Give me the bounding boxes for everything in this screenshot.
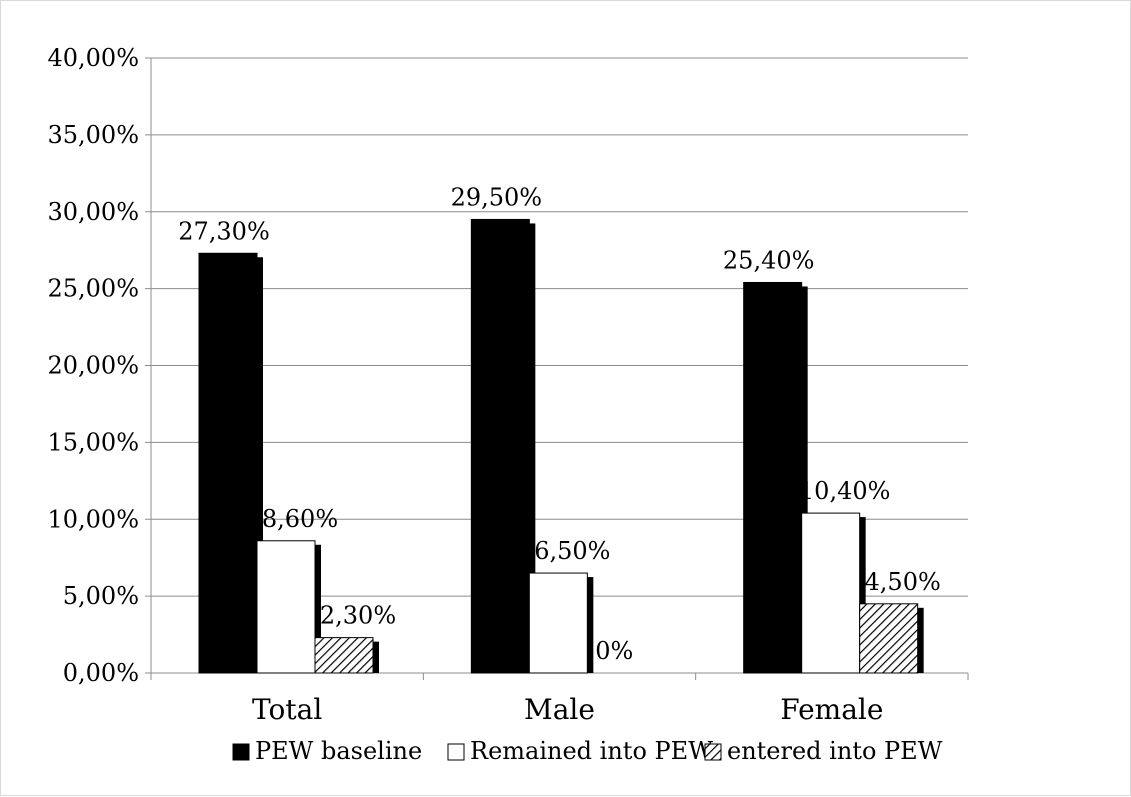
y-tick-label: 5,00% <box>63 582 139 610</box>
data-label: 10,40% <box>799 477 891 505</box>
bar-remained-into-pew-male <box>528 572 588 674</box>
bar-shadow <box>917 607 924 673</box>
y-tick-label: 40,00% <box>47 44 139 72</box>
bar-shadow <box>529 223 536 673</box>
legend: PEW baseline Remained into PEW entered int… <box>232 737 943 765</box>
data-label: 4,50% <box>865 568 941 596</box>
bar-shadow <box>315 544 321 673</box>
data-labels: 27,30% 8,60% 2,30% 29,50% 6,50% 0% 25,40% 10,40… <box>178 183 941 665</box>
y-tick-label: 30,00% <box>47 198 139 226</box>
y-tick-label: 20,00% <box>47 352 139 380</box>
legend-label: PEW baseline <box>255 737 422 765</box>
y-tick-label: 0,00% <box>63 659 139 687</box>
bar-entered-into-pew-female <box>859 603 919 674</box>
bar-shadow <box>373 641 379 673</box>
data-label: 2,30% <box>320 602 396 630</box>
bar-pew-baseline-total <box>198 252 258 674</box>
data-label: 8,60% <box>262 505 338 533</box>
data-label: 6,50% <box>534 537 610 565</box>
bar-remained-into-pew-total <box>256 540 316 674</box>
x-category-label: Female <box>780 693 883 726</box>
legend-swatch <box>232 743 250 761</box>
bar-entered-into-pew-total <box>314 637 374 674</box>
bar-shadow <box>587 577 594 673</box>
legend-swatch <box>704 743 722 761</box>
bar-shadow <box>801 286 808 673</box>
y-tick-label: 25,00% <box>47 275 139 303</box>
bar-remained-into-pew-female <box>801 512 861 674</box>
bar-pew-baseline-female <box>743 281 803 674</box>
data-label: 0% <box>595 637 633 665</box>
bar-shadow <box>257 257 263 673</box>
legend-swatch <box>447 743 465 761</box>
legend-label: Remained into PEW <box>470 737 713 765</box>
legend-label: entered into PEW <box>727 737 943 765</box>
y-tick-label: 35,00% <box>47 121 139 149</box>
x-category-label: Male <box>524 693 595 726</box>
data-label: 27,30% <box>178 217 270 245</box>
bar-pew-baseline-male <box>470 218 530 674</box>
bars <box>198 218 924 674</box>
bar-shadow <box>859 517 866 673</box>
y-tick-label: 10,00% <box>47 505 139 533</box>
axes: 0,00% 5,00% 10,00% 15,00% 20,00% 25,00% 30,00%… <box>47 44 969 726</box>
x-category-label: Total <box>252 693 322 726</box>
y-tick-label: 15,00% <box>47 428 139 456</box>
data-label: 29,50% <box>451 183 543 211</box>
data-label: 25,40% <box>723 246 815 274</box>
gridlines <box>151 57 968 597</box>
